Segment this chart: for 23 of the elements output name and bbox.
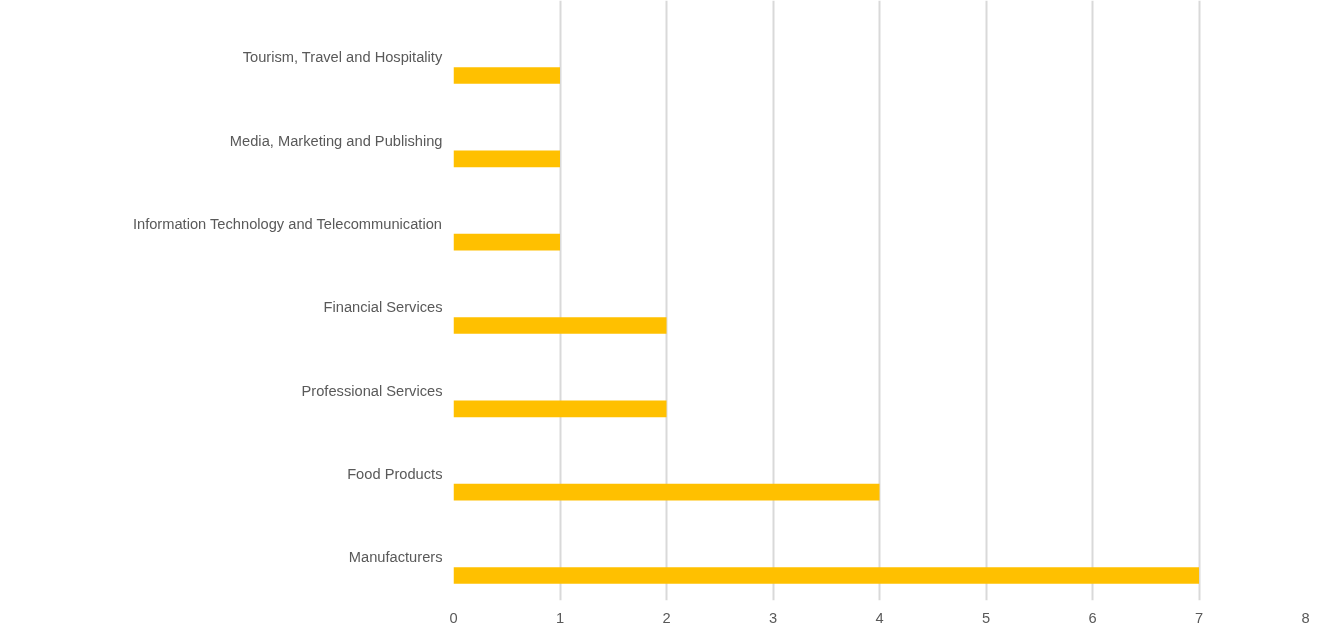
- y-tick-label: Media, Marketing and Publishing: [229, 132, 443, 149]
- x-tick-label: 8: [1301, 609, 1310, 626]
- x-tick-label: 3: [768, 609, 778, 626]
- y-tick-label: Financial Services: [323, 299, 443, 316]
- x-tick-label: 0: [449, 609, 458, 626]
- y-tick-label: Tourism, Travel and Hospitality: [242, 49, 443, 66]
- y-tick-label: Information Technology and Telecommunication: [132, 215, 442, 232]
- bar: [453, 67, 560, 84]
- x-tick-label: 2: [662, 609, 671, 626]
- bar: [453, 567, 1199, 584]
- bar: [453, 150, 560, 168]
- x-tick-label: 5: [981, 609, 991, 626]
- y-tick-label: Food Products: [347, 465, 443, 482]
- y-tick-label: Manufacturers: [348, 549, 443, 566]
- x-tick-label: 4: [875, 609, 884, 626]
- x-tick-label: 7: [1194, 609, 1204, 626]
- bar: [453, 317, 667, 334]
- bar: [453, 233, 560, 251]
- bar: [453, 483, 880, 501]
- x-tick-label: 6: [1088, 609, 1097, 626]
- x-tick-label: 1: [555, 609, 565, 626]
- y-tick-label: Professional Services: [301, 382, 443, 399]
- bar: [453, 400, 667, 418]
